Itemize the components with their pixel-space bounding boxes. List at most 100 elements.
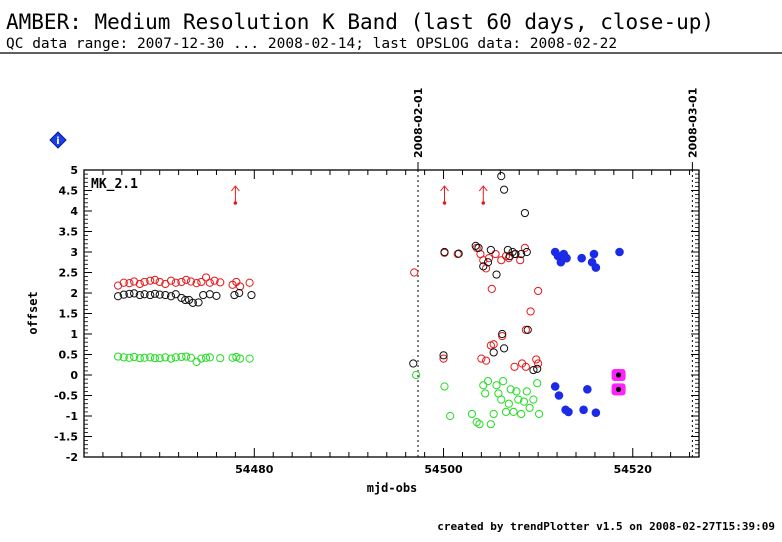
data-point-green [475,420,484,429]
data-point-red [186,277,196,286]
panel-label: MK_2.1 [91,177,138,192]
y-tick-label: 2 [70,287,78,300]
y-tick-label: -1.5 [54,431,78,444]
data-point-green [161,353,170,362]
data-point-red [236,282,245,291]
data-point-red [491,249,500,259]
y-tick-label: 5 [70,164,78,177]
data-point-blue [562,253,571,263]
y-tick-label: -1 [66,410,78,423]
y-tick-label: 4 [70,205,78,218]
data-point-black [499,185,509,194]
data-point-red [205,278,214,287]
data-point-black [489,348,498,357]
data-point-green [150,354,160,363]
data-point-green [171,353,180,362]
y-tick-label: -2 [66,451,78,464]
data-point-red [510,362,519,371]
data-point-red [521,362,530,371]
data-point-blue [591,408,601,418]
data-point-red [177,277,186,287]
data-point-green [486,420,495,429]
data-point-red [497,256,506,265]
data-point-red [155,277,164,287]
data-point-green [119,353,128,362]
data-point-black [529,365,538,375]
data-point-red [498,331,507,341]
data-point-black [235,288,244,298]
data-point-black [188,298,197,307]
info-badge[interactable]: i [49,131,67,149]
data-point-black [505,252,514,261]
data-point-blue [577,253,586,263]
data-point-green [506,385,515,394]
data-point-black [499,344,509,353]
out-of-range-arrow-dot [442,201,447,205]
data-point-red [482,356,491,365]
data-point-green [166,354,176,363]
y-tick-label: 4.5 [59,185,79,198]
data-point-black [409,359,418,368]
data-point-green [483,377,493,386]
data-point-green [155,354,164,363]
data-point-red [130,277,139,286]
data-point-red [140,277,149,287]
y-tick-label: 1 [70,328,78,341]
data-point-green [509,407,518,416]
data-point-red [166,276,176,285]
data-point-red [439,354,448,363]
info-diamond-icon [49,131,67,149]
data-point-green [501,407,511,416]
date-markers: 2008-02-01 2008-03-01 [412,88,699,457]
data-point-black [474,243,483,252]
data-point-green [140,353,149,362]
plot-frame [83,169,700,458]
data-point-green [232,352,241,362]
out-of-range-arrow-dot [481,201,486,205]
out-of-range-arrows [230,185,488,205]
data-point-red [197,277,206,287]
data-point-red [210,276,219,285]
data-point-green [529,395,538,404]
data-point-black [454,249,463,258]
data-point-red [171,278,180,287]
data-point-green [519,397,529,406]
data-point-black [150,289,160,298]
data-point-black [155,290,164,299]
data-point-black [247,290,256,300]
data-point-red [245,278,254,287]
data-point-black [503,245,512,255]
data-point-green [517,409,526,419]
data-point-black [205,290,214,299]
y-tick-label: 0.5 [59,349,79,362]
data-point-black [119,290,128,299]
data-points [113,172,626,429]
data-point-black [125,289,134,298]
axes: -2 -1.5 -1 -0.5 0 0.5 1 1.5 2 2.5 3 3.5 4 4.5 5 54480 54… [54,164,700,476]
data-point-black [113,292,123,301]
data-point-red [146,276,155,285]
data-point-red [125,279,134,288]
data-point-black [146,290,155,300]
data-point-green [440,382,449,391]
data-point-black [492,270,501,279]
out-of-range-arrow-dot [233,201,238,205]
data-point-green [236,354,245,363]
data-point-green [216,354,225,363]
data-point-red [484,254,494,263]
data-point-black [440,247,449,257]
data-point-black [166,292,176,301]
data-point-black [511,249,520,259]
data-point-black [533,364,542,373]
data-point-blue [579,405,588,415]
data-point-black [486,245,495,255]
data-point-green [492,381,501,390]
data-point-green [533,379,542,388]
page-title: AMBER: Medium Resolution K Band (last 60… [6,10,714,34]
data-point-blue [615,247,624,257]
data-point-green [535,409,544,419]
data-point-green [504,399,513,408]
data-point-black [212,291,221,300]
data-point-black [194,298,203,307]
data-point-green [497,395,506,404]
